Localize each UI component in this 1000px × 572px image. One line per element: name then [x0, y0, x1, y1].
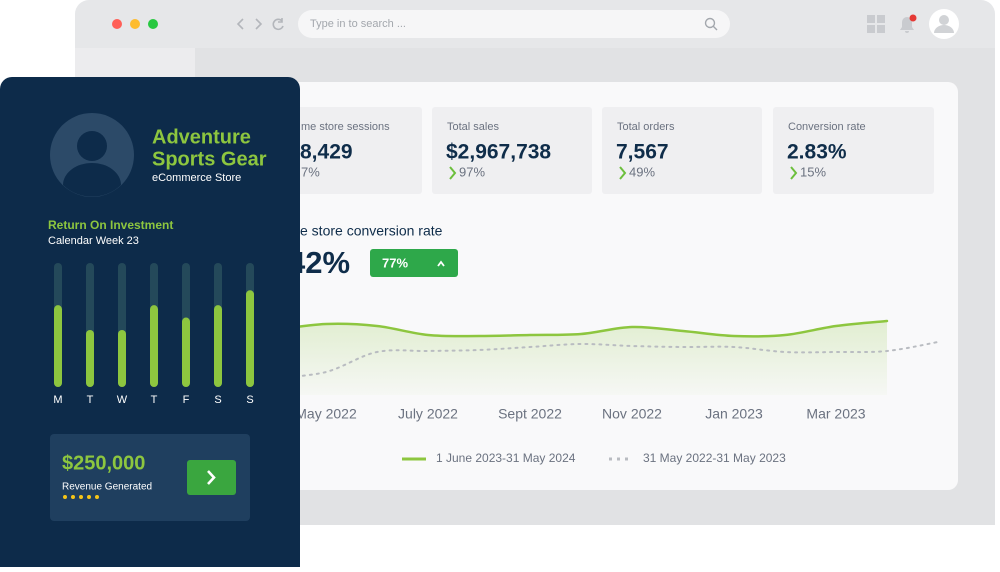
bar — [54, 305, 62, 387]
legend-label: 1 June 2023-31 May 2024 — [436, 451, 576, 465]
bar — [214, 305, 222, 387]
store-name: Sports Gear — [152, 148, 267, 170]
forward-button[interactable] — [255, 18, 263, 30]
up-chevron — [619, 166, 627, 180]
area — [275, 321, 887, 395]
kpi-change: 97% — [459, 164, 485, 179]
x-tick-label: July 2022 — [398, 406, 458, 422]
kpi-value: 2.83% — [787, 141, 847, 164]
avatar-body — [934, 25, 954, 33]
kpi-label: Total orders — [617, 121, 675, 133]
kpi-change: 7% — [301, 164, 320, 179]
store-type: eCommerce Store — [152, 172, 241, 184]
kpi-card — [773, 107, 934, 194]
x-tick-label: Sept 2022 — [498, 406, 562, 422]
close-dot[interactable] — [112, 19, 122, 29]
bar — [118, 329, 126, 387]
avatar-head — [77, 131, 107, 161]
series-line — [273, 319, 889, 338]
search-bar[interactable] — [298, 10, 730, 38]
bell-icon[interactable] — [900, 17, 914, 33]
kpi-card — [432, 107, 592, 194]
kpi-value: $2,967,738 — [446, 141, 551, 164]
x-tick-label: Nov 2022 — [602, 406, 662, 422]
day-label: S — [246, 394, 253, 406]
kpi-value: 8,429 — [300, 141, 353, 164]
kpi-cards: me store sessions 8,429 7% Total sales $… — [268, 107, 934, 194]
back-button[interactable] — [236, 18, 244, 30]
up-chevron — [449, 166, 457, 180]
maximize-dot[interactable] — [148, 19, 158, 29]
legend-label: 31 May 2022-31 May 2023 — [643, 451, 786, 465]
search-icon[interactable] — [704, 17, 716, 29]
day-label: S — [214, 394, 221, 406]
day-label: T — [87, 394, 94, 406]
roi-title: Return On Investment — [48, 218, 173, 232]
chart-title: e store conversion rate — [300, 223, 443, 239]
day-label: W — [117, 394, 128, 406]
day-label: M — [53, 394, 62, 406]
kpi-change: 15% — [800, 164, 826, 179]
kpi-card — [602, 107, 762, 194]
change-badge — [370, 249, 458, 277]
notification-badge — [909, 14, 917, 22]
day-label: F — [183, 394, 190, 406]
kpi-label: me store sessions — [301, 121, 390, 133]
day-label: T — [151, 394, 158, 406]
kpi-change: 49% — [629, 164, 655, 179]
bar — [150, 305, 158, 387]
roi-subtitle: Calendar Week 23 — [48, 235, 139, 247]
kpi-label: Conversion rate — [788, 121, 866, 133]
up-chevron — [790, 166, 798, 180]
avatar-head — [939, 15, 949, 25]
avatar-body — [63, 163, 121, 197]
revenue-value: $250,000 — [62, 452, 145, 474]
bar — [182, 317, 190, 387]
x-tick-label: Mar 2023 — [806, 406, 865, 422]
bar — [86, 329, 94, 387]
store-name: Adventure — [152, 126, 251, 148]
button-chevron — [207, 470, 216, 485]
line-chart: May 2022 July 2022 Sept 2022 Nov 2022 Jan 20… — [273, 319, 939, 422]
bar — [246, 290, 254, 387]
search-placeholder: Type in to search ... — [310, 18, 406, 30]
reload-button[interactable] — [272, 18, 284, 31]
rating-stars — [63, 495, 99, 499]
revenue-button[interactable] — [187, 460, 236, 495]
revenue-card — [50, 434, 250, 521]
change-badge-value: 77% — [382, 255, 408, 270]
revenue-label: Revenue Generated — [62, 482, 152, 493]
kpi-label: Total sales — [447, 121, 499, 133]
legend: 1 June 2023-31 May 2024 31 May 2022-31 M… — [402, 451, 786, 465]
search-icon-handle — [712, 25, 718, 31]
kpi-value: 7,567 — [616, 141, 669, 164]
up-caret — [437, 260, 445, 267]
x-tick-label: Jan 2023 — [705, 406, 763, 422]
x-tick-label: May 2022 — [295, 406, 357, 422]
minimize-dot[interactable] — [130, 19, 140, 29]
kpi-card — [268, 107, 422, 194]
series-line — [274, 341, 939, 379]
apps-icon[interactable] — [867, 15, 885, 33]
